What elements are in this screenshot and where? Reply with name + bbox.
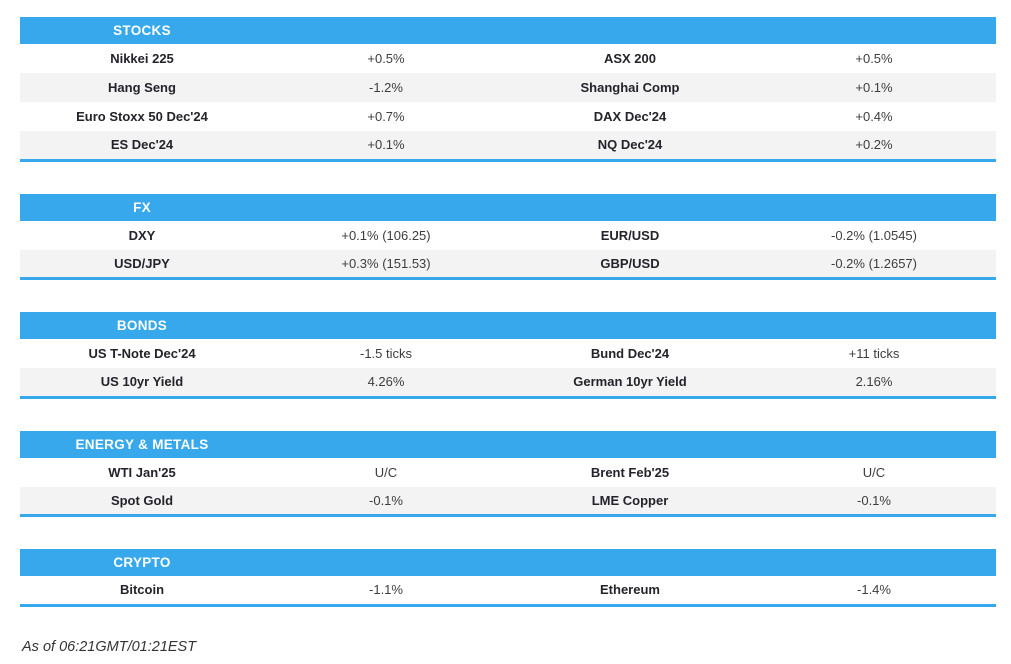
section-header-crypto: CRYPTO	[20, 549, 996, 576]
change-value: -1.2%	[264, 73, 508, 102]
section-title: ENERGY & METALS	[20, 430, 264, 458]
instrument-name: Bund Dec'24	[590, 346, 670, 361]
section-title: STOCKS	[20, 17, 264, 44]
table-row: Hang Seng -1.2% Shanghai Comp +0.1%	[20, 73, 996, 102]
instrument-name: ASX 200	[603, 51, 657, 66]
change-value: U/C	[862, 464, 886, 480]
instrument-name: NQ Dec'24	[508, 131, 752, 160]
instrument-name: Spot Gold	[20, 486, 264, 516]
change-value: +0.4%	[855, 109, 893, 124]
instrument-name: ES Dec'24	[20, 131, 264, 160]
crypto-table: CRYPTO Bitcoin -1.1% Ethereum -1.4%	[20, 549, 996, 607]
instrument-name: Ethereum	[600, 582, 660, 598]
change-value: -1.5 ticks	[359, 346, 412, 361]
change-value: 4.26%	[264, 368, 508, 397]
instrument-name: LME Copper	[508, 486, 752, 516]
change-value: -0.2% (1.2657)	[752, 249, 996, 279]
change-value: +11 ticks	[848, 346, 900, 361]
bonds-table: BONDS US T-Note Dec'24 -1.5 ticks Bund D…	[20, 312, 996, 399]
instrument-name: Shanghai Comp	[508, 73, 752, 102]
instrument-name: USD/JPY	[20, 249, 264, 279]
instrument-name: US T-Note Dec'24	[88, 346, 196, 361]
change-value: -0.2% (1.0545)	[831, 227, 917, 243]
instrument-name: German 10yr Yield	[508, 368, 752, 397]
instrument-name: Brent Feb'25	[590, 464, 670, 480]
change-value: U/C	[374, 464, 398, 480]
change-value: +0.7%	[367, 109, 405, 124]
table-row: US T-Note Dec'24 -1.5 ticks Bund Dec'24 …	[20, 339, 996, 368]
section-title: BONDS	[20, 312, 264, 339]
section-header-stocks: STOCKS	[20, 17, 996, 44]
change-value: +0.5%	[367, 51, 405, 66]
section-header-energy-metals: ENERGY & METALS	[20, 430, 996, 458]
change-value: -1.1%	[369, 582, 403, 598]
instrument-name: Euro Stoxx 50 Dec'24	[76, 109, 208, 124]
section-title: CRYPTO	[20, 549, 264, 576]
change-value: +0.5%	[855, 51, 893, 66]
table-row: Spot Gold -0.1% LME Copper -0.1%	[20, 486, 996, 516]
change-value: +0.1%	[752, 73, 996, 102]
instrument-name: Hang Seng	[20, 73, 264, 102]
change-value: 2.16%	[752, 368, 996, 397]
table-row: DXY +0.1% (106.25) EUR/USD -0.2% (1.0545…	[20, 221, 996, 250]
change-value: +0.1%	[264, 131, 508, 160]
instrument-name: DAX Dec'24	[593, 109, 667, 124]
instrument-name: Bitcoin	[119, 582, 165, 598]
table-row: Bitcoin -1.1% Ethereum -1.4%	[20, 576, 996, 605]
as-of-timestamp: As of 06:21GMT/01:21EST	[22, 638, 197, 655]
instrument-name: WTI Jan'25	[108, 464, 176, 480]
table-row: Nikkei 225 +0.5% ASX 200 +0.5%	[20, 44, 996, 73]
section-header-fx: FX	[20, 193, 996, 221]
section-header-bonds: BONDS	[20, 312, 996, 339]
table-row: Euro Stoxx 50 Dec'24 +0.7% DAX Dec'24 +0…	[20, 102, 996, 131]
instrument-name: EUR/USD	[600, 227, 660, 243]
change-value: +0.1% (106.25)	[341, 227, 431, 243]
section-title: FX	[20, 193, 264, 221]
change-value: +0.3% (151.53)	[264, 249, 508, 279]
fx-table: FX DXY +0.1% (106.25) EUR/USD -0.2% (1.0…	[20, 193, 996, 280]
change-value: -0.1%	[264, 486, 508, 516]
change-value: -1.4%	[857, 582, 891, 598]
change-value: +0.2%	[752, 131, 996, 160]
table-row: USD/JPY +0.3% (151.53) GBP/USD -0.2% (1.…	[20, 249, 996, 279]
instrument-name: DXY	[128, 227, 156, 243]
instrument-name: Nikkei 225	[110, 51, 174, 66]
change-value: -0.1%	[752, 486, 996, 516]
table-row: ES Dec'24 +0.1% NQ Dec'24 +0.2%	[20, 131, 996, 160]
instrument-name: GBP/USD	[508, 249, 752, 279]
table-row: US 10yr Yield 4.26% German 10yr Yield 2.…	[20, 368, 996, 397]
stocks-table: STOCKS Nikkei 225 +0.5% ASX 200 +0.5% Ha…	[20, 17, 996, 162]
energy-metals-table: ENERGY & METALS WTI Jan'25 U/C Brent Feb…	[20, 430, 996, 517]
instrument-name: US 10yr Yield	[20, 368, 264, 397]
table-row: WTI Jan'25 U/C Brent Feb'25 U/C	[20, 458, 996, 487]
